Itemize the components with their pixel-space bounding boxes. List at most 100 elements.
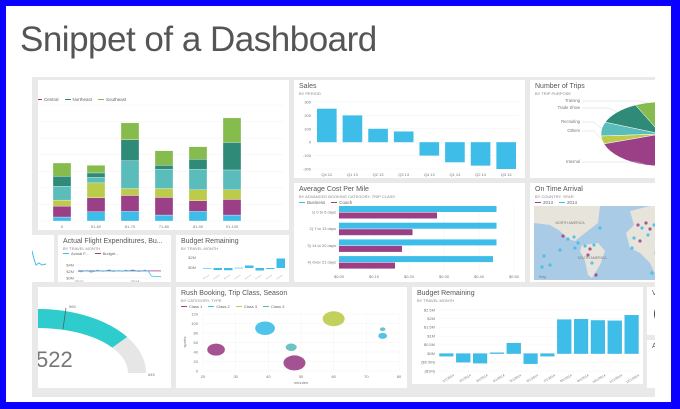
map-data-point <box>558 248 562 252</box>
gauge-chart: 565 645 522 <box>38 304 155 377</box>
map-data-point <box>540 265 544 269</box>
y-tick-label: 20 <box>194 359 199 364</box>
panel-sales[interactable]: Sales BY PERIOD 300 200 100 0 -100 -200 Q4 12 Q… <box>294 80 525 178</box>
x-tick-label: 2012 <box>75 279 85 282</box>
panel-title: Actual Flight Expenditures, Bu... <box>63 238 163 245</box>
budget-small-chart: $2M $0M <box>188 255 285 280</box>
stacked-bar-segment <box>222 169 242 190</box>
panel-average-cost[interactable]: Average Cost Per Mile BY ADVANCED BOOKIN… <box>294 183 525 282</box>
y-tick-label: $0M <box>188 265 196 270</box>
y-tick-label: 100 <box>191 321 198 326</box>
legend-label: Class 1 <box>189 304 203 309</box>
legend-item: Class 3 <box>235 304 257 309</box>
sales-bar <box>419 142 440 156</box>
panel-subtitle: BY PERIOD <box>299 91 321 96</box>
arrival-legend: 2013 2014 <box>535 200 577 205</box>
x-tick-label: 0 <box>61 224 64 229</box>
pie-label: Others <box>567 128 580 133</box>
x-tick-label: $0.40 <box>474 274 485 279</box>
y-tick-label: $2M <box>427 316 435 321</box>
bubble <box>322 311 345 327</box>
map-data-point <box>573 246 577 250</box>
budget-bar <box>245 265 254 268</box>
gauge-value: 522 <box>38 347 73 372</box>
stacked-bar-segment <box>52 199 72 207</box>
y-tick-label: 80 <box>194 330 199 335</box>
map-data-point <box>588 247 592 251</box>
panel-gauge[interactable]: 565 645 522 <box>38 287 171 388</box>
legend-swatch <box>331 201 338 204</box>
x-tick-label: $0.50 <box>509 274 520 279</box>
legend-item: Actual F... <box>63 251 89 256</box>
legend-label: Southeast <box>106 97 127 102</box>
panel-title: Rush Booking, Trip Class, Season <box>181 290 288 297</box>
x-tick-label: 30 <box>233 374 238 379</box>
legend-swatch <box>38 98 42 101</box>
world-map[interactable]: NORTH AMERICA SOUTH AMERICA bing <box>530 183 655 282</box>
map-data-point <box>583 244 587 248</box>
panel-stacked-bar[interactable]: Central Northeast Southeast 0 51-60 61-70 71-… <box>38 80 289 230</box>
stacked-bar-segment <box>222 117 242 143</box>
x-tick-label: 91-100 <box>226 224 239 229</box>
stacked-bar-segment <box>120 211 140 222</box>
panel-title: Number of Trips <box>535 83 585 90</box>
bubble <box>378 332 388 339</box>
panel-actual-flight[interactable]: Actual Flight Expenditures, Bu... BY TRA… <box>58 235 171 282</box>
panel-title: Av <box>652 343 655 350</box>
y-category-label: 1) 0 to 6 days <box>312 210 336 215</box>
legend-swatch <box>235 305 242 308</box>
panel-partial-left[interactable] <box>32 235 54 282</box>
x-tick-label: Q3 14 <box>501 172 513 177</box>
x-tick-label-rotated <box>276 274 283 280</box>
stacked-bar-segment <box>188 200 208 212</box>
budget-bar <box>224 268 233 271</box>
panel-subtitle: BY TRAVEL MONTH <box>181 246 219 251</box>
line-series <box>32 250 47 266</box>
panel-subtitle: BY TRAVEL MONTH <box>63 246 101 251</box>
stacked-bar-segment <box>120 188 140 196</box>
x-tick-label: 81-90 <box>193 224 204 229</box>
sales-bar <box>368 128 388 143</box>
stacked-bar-segment <box>86 177 106 184</box>
map-data-point <box>592 243 596 247</box>
x-tick-label: 5/1/2014 <box>509 373 522 383</box>
stacked-bar-segment <box>52 186 72 201</box>
x-tick-label: 61-70 <box>125 224 136 229</box>
panel-rush-booking[interactable]: Rush Booking, Trip Class, Season BY CATE… <box>176 287 407 388</box>
map-data-point <box>654 251 655 255</box>
stacked-bar-segment <box>52 176 72 187</box>
panel-number-of-trips[interactable]: Number of Trips BY TRIP PURPOSE Training… <box>530 80 655 178</box>
x-tick-label: 20 <box>201 374 206 379</box>
y-tick-label: -100 <box>303 153 312 158</box>
panel-budget-small[interactable]: Budget Remaining BY TRAVEL MONTH $2M $0M <box>176 235 289 282</box>
x-tick-label: 11/1/2014 <box>609 373 624 384</box>
bubble-chart: 20 30 40 50 60 70 80120100806040200minutesspor… <box>182 311 402 385</box>
stacked-bar-segment <box>86 211 106 222</box>
panel-partial-av[interactable]: Av <box>647 340 655 388</box>
y-tick-label: 60 <box>194 340 199 345</box>
panel-budget-remaining[interactable]: Budget Remaining BY TRAVEL MONTH $2.5M $2… <box>412 287 643 384</box>
map-data-point <box>542 254 546 258</box>
map-data-point <box>598 226 602 230</box>
pie-leader-line <box>582 107 618 113</box>
legend-swatch <box>181 305 187 308</box>
panel-subtitle: BY ADVANCED BOOKING CATEGORY, TRIP CLASS <box>299 194 395 199</box>
panel-partial-va[interactable]: Va ( <box>647 287 655 335</box>
legend-label: Actual F... <box>71 251 89 256</box>
y-category-label: 3) 14 to 20 days <box>307 243 336 248</box>
map-label: SOUTH AMERICA <box>578 256 608 260</box>
stacked-bar-segment <box>188 169 208 190</box>
budget-bar <box>574 319 589 354</box>
dashboard-screenshot: Central Northeast Southeast 0 51-60 61-70 71-… <box>32 77 655 397</box>
panel-on-time-arrival[interactable]: On Time Arrival BY COUNTRY, YEAR 2013 20… <box>530 183 655 282</box>
x-tick-label: Q4 12 <box>321 172 333 177</box>
gauge-target-marker <box>62 307 67 330</box>
y-category-label: 4) Over 21 days <box>308 260 336 265</box>
y-tick-label: 200 <box>304 113 311 118</box>
map-label: NORTH AMERICA <box>555 221 585 225</box>
stacked-bar-segment <box>86 197 106 212</box>
y-tick-label: ($1M) <box>425 368 436 373</box>
map-data-point <box>650 271 654 275</box>
map-data-point <box>572 235 576 239</box>
stacked-bar-segment <box>154 197 174 216</box>
